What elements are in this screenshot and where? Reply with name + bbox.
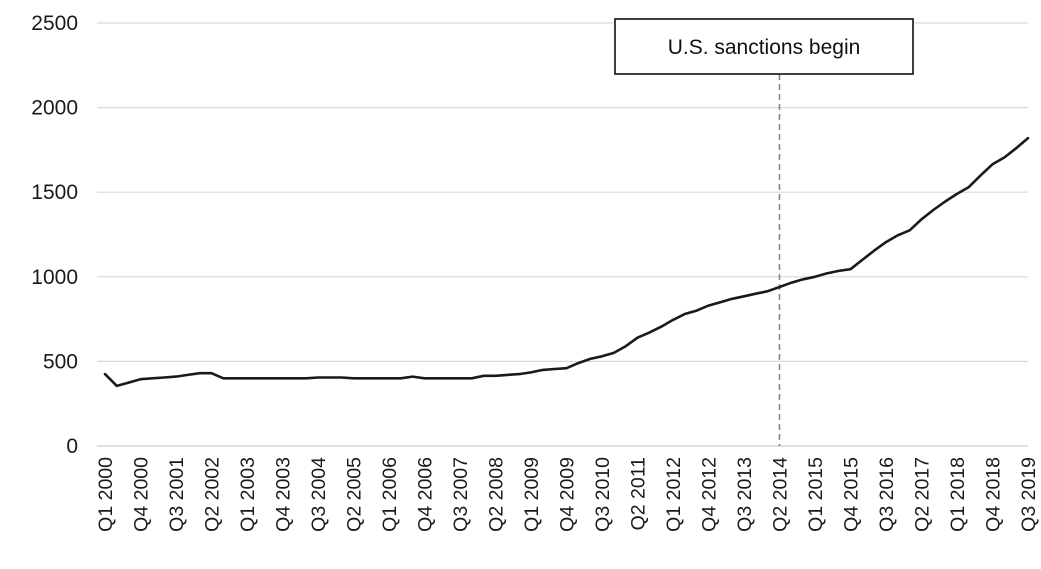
x-tick-label: Q4 2018 — [983, 457, 1005, 532]
x-tick-label: Q2 2005 — [344, 457, 366, 532]
x-axis-ticks: Q1 2000 Q4 2000 Q3 2001 Q2 2002 Q1 2003 Q4 20… — [95, 457, 1040, 532]
x-tick-label: Q1 2009 — [521, 457, 543, 532]
x-tick-label: Q2 2002 — [202, 457, 224, 532]
x-tick-label: Q3 2019 — [1018, 457, 1040, 532]
x-tick-label: Q4 2012 — [699, 457, 721, 532]
x-tick-label: Q2 2014 — [770, 457, 792, 532]
y-tick-label: 1500 — [31, 181, 78, 204]
x-tick-label: Q3 2010 — [592, 457, 614, 532]
x-tick-label: Q3 2007 — [450, 457, 472, 532]
annotation-box: U.S. sanctions begin — [614, 18, 914, 75]
x-tick-label: Q3 2016 — [876, 457, 898, 532]
series-line — [103, 136, 1030, 388]
x-tick-label: Q4 2006 — [415, 457, 437, 532]
x-tick-label: Q1 2000 — [95, 457, 117, 532]
x-tick-label: Q4 2015 — [841, 457, 863, 532]
annotation-box-frame — [614, 18, 914, 75]
x-tick-label: Q1 2012 — [663, 457, 685, 532]
x-tick-label: Q2 2017 — [912, 457, 934, 532]
x-tick-label: Q1 2006 — [379, 457, 401, 532]
gridlines — [97, 22, 1028, 362]
annotation-label: U.S. sanctions begin — [668, 36, 861, 59]
x-tick-label: Q1 2003 — [237, 457, 259, 532]
x-tick-label: Q3 2013 — [734, 457, 756, 532]
series-points — [104, 137, 1030, 387]
x-tick-label: Q4 2003 — [273, 457, 295, 532]
y-tick-label: 1000 — [31, 266, 78, 289]
x-tick-label: Q1 2018 — [947, 457, 969, 532]
x-tick-label: Q3 2004 — [308, 457, 330, 532]
y-tick-label: 2000 — [31, 97, 78, 120]
y-tick-label: 500 — [43, 350, 78, 373]
x-tick-label: Q3 2001 — [166, 457, 188, 532]
y-tick-label: 2500 — [31, 12, 78, 35]
y-axis-ticks: 0 500 1000 1500 2000 2500 — [31, 12, 78, 458]
x-tick-label: Q2 2008 — [486, 457, 508, 532]
x-tick-label: Q4 2009 — [557, 457, 579, 532]
x-tick-label: Q4 2000 — [131, 457, 153, 532]
x-tick-label: Q1 2015 — [805, 457, 827, 532]
y-tick-label: 0 — [66, 435, 78, 458]
x-tick-label: Q2 2011 — [628, 457, 650, 530]
